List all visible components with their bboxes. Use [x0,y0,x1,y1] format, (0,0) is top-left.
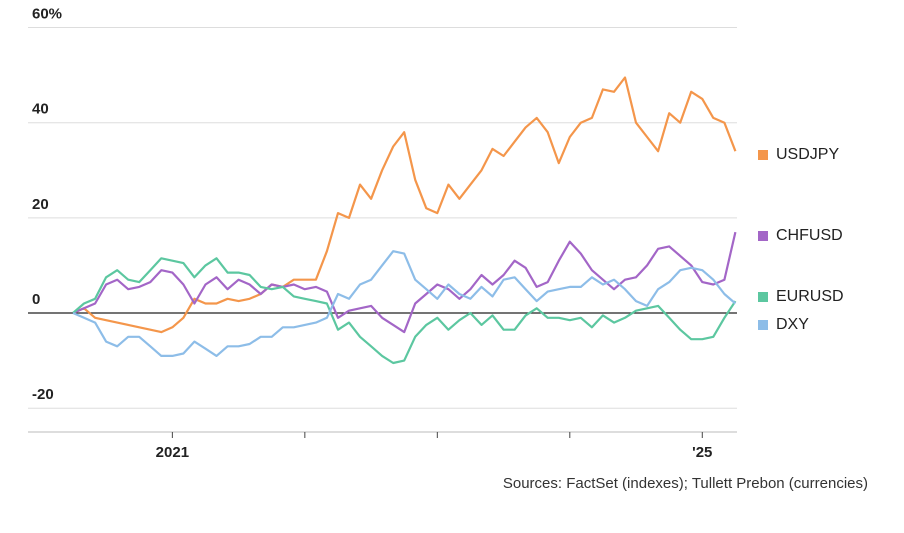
y-tick-label: 0 [32,291,40,308]
series-line [72,257,737,365]
x-tick-label: 2021 [156,444,189,461]
y-tick-label: -20 [32,386,54,403]
legend-label: CHFUSD [776,227,843,244]
y-tick-label: 60% [32,5,62,22]
y-tick-label: 40 [32,101,49,118]
source-note: Sources: FactSet (indexes); Tullett Preb… [503,475,868,492]
series-line [72,231,737,334]
series-line [72,250,737,357]
legend-swatch [758,231,768,241]
legend-label: EURUSD [776,288,844,305]
y-tick-label: 20 [32,196,49,213]
series-line [72,76,737,334]
legend-label: DXY [776,316,809,333]
legend-swatch [758,150,768,160]
legend-swatch [758,320,768,330]
legend-swatch [758,292,768,302]
x-tick-label: '25 [692,444,712,461]
legend-label: USDJPY [776,146,839,163]
